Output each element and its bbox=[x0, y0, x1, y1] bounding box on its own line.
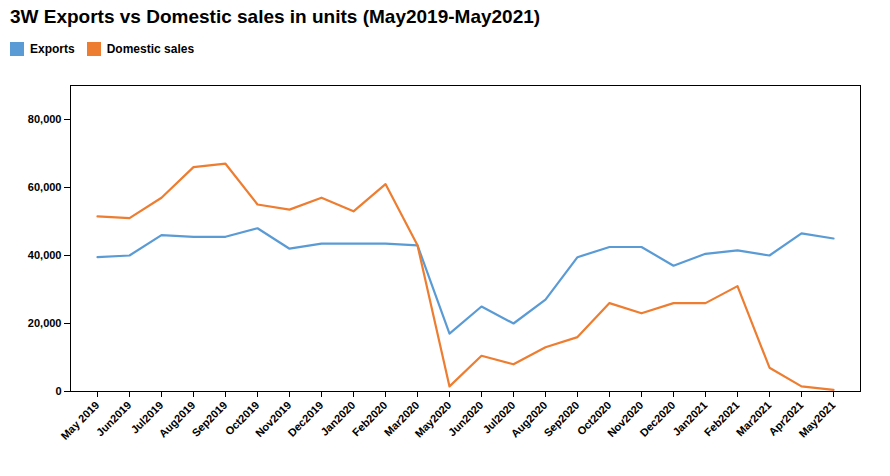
svg-text:20,000: 20,000 bbox=[28, 317, 62, 329]
svg-text:Sep2019: Sep2019 bbox=[189, 399, 229, 439]
svg-text:Dec2019: Dec2019 bbox=[285, 399, 325, 439]
svg-text:Mar2021: Mar2021 bbox=[734, 399, 774, 439]
svg-text:Aug2019: Aug2019 bbox=[156, 398, 198, 440]
svg-text:Nov2019: Nov2019 bbox=[252, 398, 294, 440]
svg-text:Jul2019: Jul2019 bbox=[128, 398, 166, 436]
svg-text:May 2019: May 2019 bbox=[58, 399, 101, 442]
html-text:Domestic sales: Domestic sales bbox=[106, 41, 195, 56]
svg-text:Sep2020: Sep2020 bbox=[541, 399, 581, 439]
svg-text:Dec2020: Dec2020 bbox=[637, 399, 677, 439]
svg-text:Jan2021: Jan2021 bbox=[670, 398, 710, 438]
svg-text:Jul2020: Jul2020 bbox=[480, 398, 518, 436]
svg-text:Apr2021: Apr2021 bbox=[766, 398, 806, 438]
svg-text:Oct2019: Oct2019 bbox=[222, 398, 262, 438]
svg-text:Jun2019: Jun2019 bbox=[94, 399, 134, 439]
svg-text:Oct2020: Oct2020 bbox=[574, 398, 614, 438]
svg-text:May2020: May2020 bbox=[412, 399, 453, 440]
svg-text:Feb2021: Feb2021 bbox=[701, 398, 742, 439]
svg-text:Nov2020: Nov2020 bbox=[604, 398, 646, 440]
svg-text:Jan2020: Jan2020 bbox=[318, 398, 358, 438]
svg-text:80,000: 80,000 bbox=[28, 113, 62, 125]
svg-text:Aug2020: Aug2020 bbox=[508, 398, 550, 440]
svg-text:60,000: 60,000 bbox=[28, 181, 62, 193]
svg-text:Mar2020: Mar2020 bbox=[381, 398, 422, 439]
svg-text:Feb2020: Feb2020 bbox=[349, 398, 390, 439]
svg-text:0: 0 bbox=[55, 385, 61, 397]
svg-text:Jun2020: Jun2020 bbox=[446, 399, 486, 439]
svg-text:40,000: 40,000 bbox=[28, 249, 62, 261]
html-text:3W Exports vs Domestic sales i: 3W Exports vs Domestic sales in units (M… bbox=[10, 6, 541, 27]
html-text:Exports: Exports bbox=[30, 41, 75, 56]
svg-text:May2021: May2021 bbox=[796, 399, 837, 440]
